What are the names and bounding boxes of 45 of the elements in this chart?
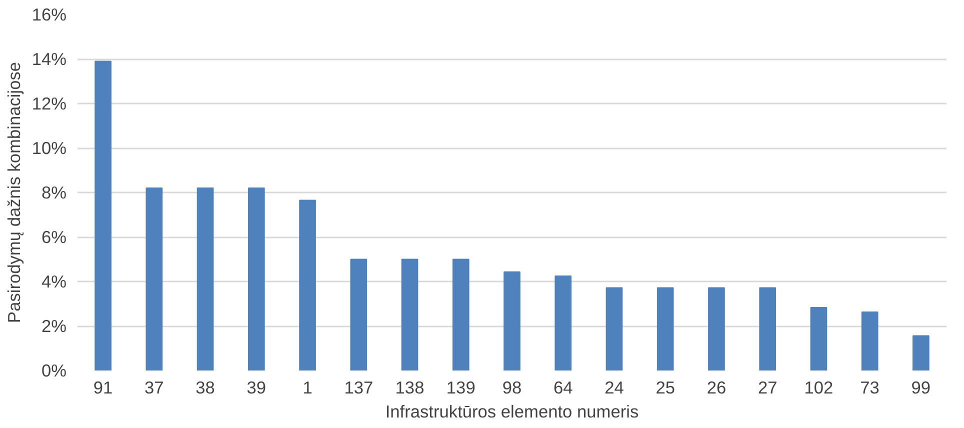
x-tick-label: 91: [93, 378, 113, 398]
y-tick-label: 6%: [41, 227, 66, 247]
x-tick-label: 98: [502, 378, 522, 398]
x-tick-label: 24: [604, 378, 624, 398]
x-tick-label: 39: [246, 378, 266, 398]
y-tick-label: 12%: [32, 94, 67, 114]
y-tick-label: 8%: [41, 182, 66, 202]
y-tick-label: 0%: [41, 360, 66, 380]
x-tick-label: 137: [344, 378, 374, 398]
bar: [196, 188, 214, 370]
bar: [554, 275, 572, 370]
y-tick-label: 2%: [41, 316, 66, 336]
x-tick-label: 64: [553, 378, 574, 398]
x-tick-label: 25: [656, 378, 675, 398]
bar: [759, 287, 776, 370]
bar: [504, 271, 520, 370]
x-tick-label: 73: [860, 378, 880, 398]
bar: [861, 311, 878, 370]
bar: [299, 200, 316, 370]
x-tick-label: 27: [758, 378, 778, 398]
bar: [401, 258, 418, 370]
bar: [248, 188, 265, 370]
x-tick-label: 139: [446, 378, 476, 398]
bar: [606, 287, 623, 370]
x-axis-title: Infrastruktūros elemento numeris: [385, 402, 639, 422]
x-tick-label: 102: [804, 378, 834, 398]
bar: [452, 258, 470, 370]
y-tick-label: 4%: [41, 272, 66, 292]
x-tick-label: 138: [395, 378, 424, 398]
x-tick-label: 99: [911, 378, 931, 398]
y-tick-label: 10%: [32, 138, 67, 158]
bar: [94, 60, 112, 370]
bar: [810, 307, 828, 370]
bar: [912, 335, 930, 370]
x-tick-label: 1: [302, 378, 312, 398]
x-tick-label: 38: [196, 378, 215, 398]
y-axis-title: Pasirodymų dažnis kombinacijose: [4, 62, 24, 324]
x-tick-label: 37: [144, 378, 164, 398]
y-tick-label: 14%: [32, 49, 67, 69]
y-tick-label: 16%: [32, 4, 67, 24]
bar: [656, 287, 674, 370]
x-tick-label: 26: [706, 378, 726, 398]
bar: [708, 287, 725, 370]
bar: [350, 258, 368, 370]
bar: [146, 188, 163, 370]
